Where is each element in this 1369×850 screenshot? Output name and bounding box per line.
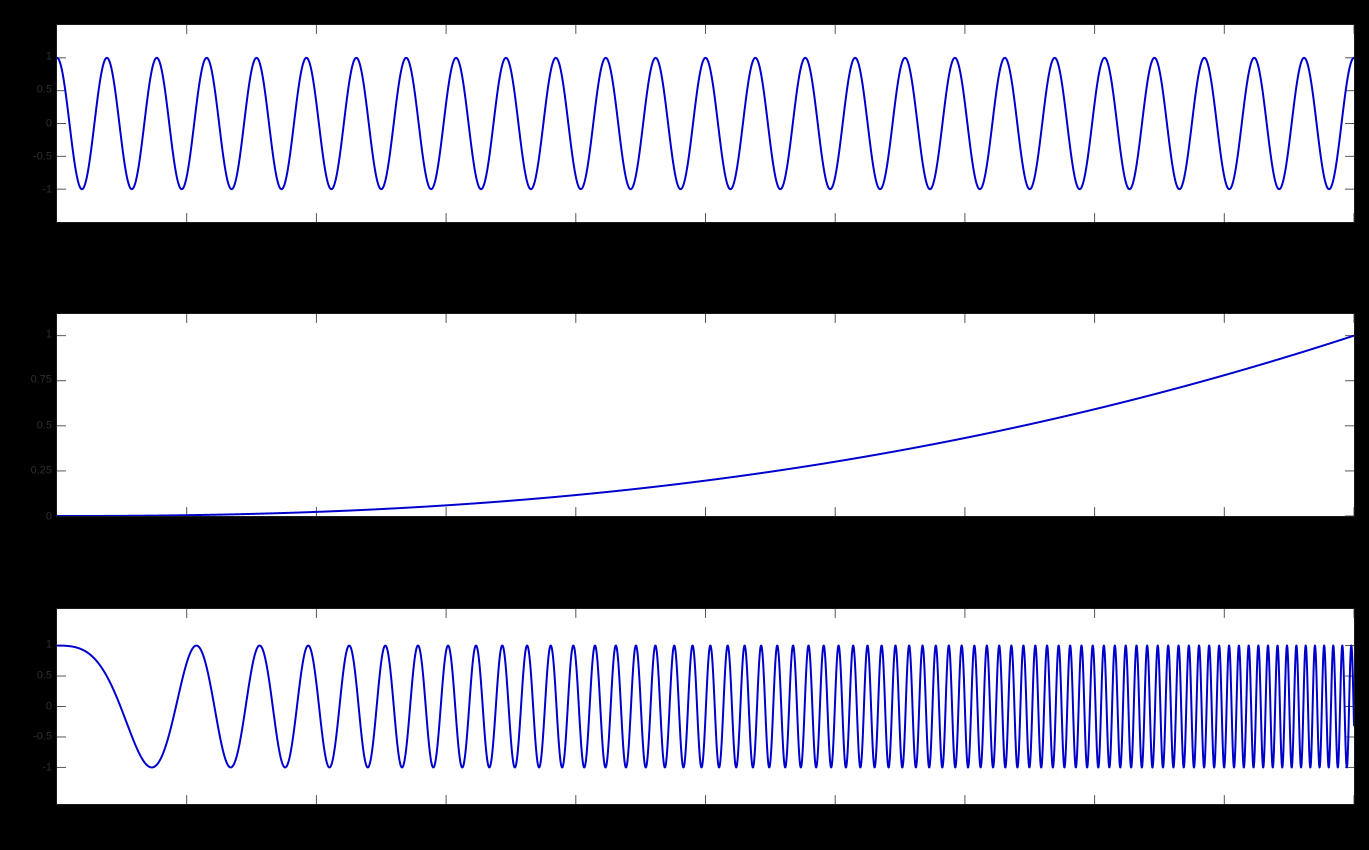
sine-plot-canvas	[57, 25, 1354, 222]
sine-plot-y-tick-labels: -1 -0.5 0 0.5 1	[30, 24, 52, 223]
sine-plot-y-tick-label: 0.5	[36, 83, 52, 96]
exponential-plot-y-tick-label: 0.75	[30, 373, 52, 386]
sine-plot-y-tick-label: -1	[42, 183, 52, 196]
sine-plot-y-tick-label: 1	[45, 50, 52, 63]
chirp-plot-canvas	[57, 609, 1354, 804]
chirp-plot-y-tick-label: -1	[42, 761, 52, 774]
chirp-plot-x-tick-labels	[56, 809, 1355, 823]
exponential-plot-canvas	[57, 314, 1354, 516]
chirp-plot-y-tick-label: 0.5	[36, 669, 52, 682]
chirp-plot-y-tick-label: -0.5	[33, 730, 52, 743]
sine-plot-x-tick-labels	[56, 227, 1355, 241]
chirp-plot-y-tick-label: 1	[45, 638, 52, 651]
sine-plot-y-tick-label: 0	[45, 117, 52, 129]
exponential-plot-x-tick-labels	[56, 521, 1355, 535]
exponential-plot-y-tick-label: 0.25	[30, 464, 52, 477]
exponential-plot-y-tick-label: 1	[45, 328, 52, 341]
exponential-plot-y-tick-label: 0	[45, 510, 52, 523]
exponential-plot-y-tick-label: 0.5	[36, 419, 52, 432]
chirp-plot-y-tick-label: 0	[45, 700, 52, 712]
chirp-plot-axes[interactable]	[56, 608, 1355, 805]
sine-plot-y-tick-label: -0.5	[33, 150, 52, 163]
sine-plot-axes[interactable]	[56, 24, 1355, 223]
chirp-plot-y-tick-labels: -1 -0.5 0 0.5 1	[30, 608, 52, 805]
exponential-plot-axes[interactable]	[56, 313, 1355, 517]
exponential-plot-y-tick-labels: 0 0.25 0.5 0.75 1	[30, 313, 52, 522]
